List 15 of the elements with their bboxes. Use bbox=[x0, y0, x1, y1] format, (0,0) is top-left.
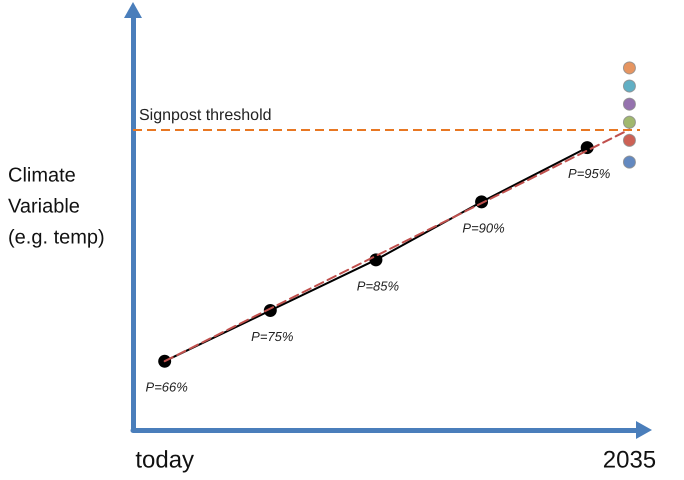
annotation: P=90% bbox=[462, 220, 505, 236]
point bbox=[622, 156, 636, 169]
point bbox=[622, 98, 636, 111]
point bbox=[622, 80, 636, 93]
annotation: P=75% bbox=[251, 329, 294, 344]
annotation: P=66% bbox=[146, 380, 188, 395]
point bbox=[622, 134, 636, 147]
y-axis-title: Climate Variable (e.g. temp) bbox=[8, 164, 105, 248]
annotation: P=95% bbox=[568, 166, 610, 182]
ref-line-label: Signpost threshold bbox=[139, 106, 272, 124]
point bbox=[622, 116, 636, 129]
x-tick-label: 2035 bbox=[602, 446, 656, 474]
point bbox=[622, 61, 636, 74]
annotation: P=85% bbox=[356, 278, 400, 294]
x-tick-label: today bbox=[135, 446, 194, 474]
